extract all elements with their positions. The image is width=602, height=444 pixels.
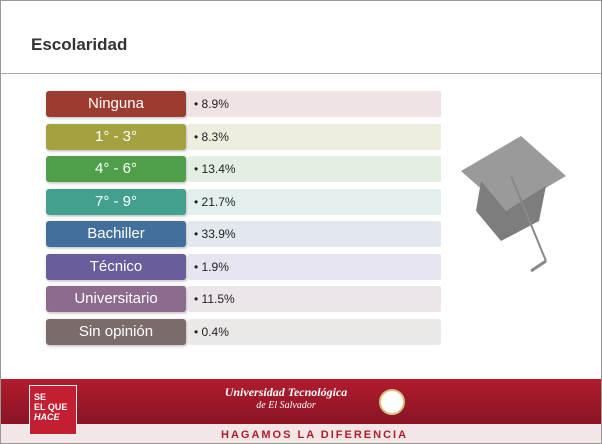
row: Universitario• 11.5% [46, 286, 441, 312]
footer: SE EL QUE HACE Universidad Tecnológica d… [1, 379, 601, 443]
seal [379, 389, 405, 415]
badge-line: HACE [34, 412, 72, 422]
row-label: Técnico [46, 254, 186, 280]
row: 1° - 3°• 8.3% [46, 124, 441, 150]
row: Ninguna• 8.9% [46, 91, 441, 117]
title: Escolaridad [31, 35, 127, 55]
badge-line: SE [34, 392, 72, 402]
title-rule [1, 73, 601, 74]
row-value: 13.4% [202, 162, 236, 176]
row-value: 1.9% [202, 260, 229, 274]
row-value: 8.3% [202, 130, 229, 144]
row-label: Ninguna [46, 91, 186, 117]
row-label: Sin opinión [46, 319, 186, 345]
bullet: • [194, 260, 202, 274]
row-value-box: • 1.9% [188, 254, 441, 280]
row-value: 0.4% [202, 325, 229, 339]
row-label: Bachiller [46, 221, 186, 247]
bullet: • [194, 195, 202, 209]
row-value: 11.5% [202, 292, 235, 306]
bullet: • [194, 130, 202, 144]
row-label: 4° - 6° [46, 156, 186, 182]
badge: SE EL QUE HACE [29, 385, 77, 435]
row-value-box: • 13.4% [188, 156, 441, 182]
row-value: 8.9% [202, 97, 229, 111]
slogan: HAGAMOS LA DIFERENCIA [221, 429, 408, 441]
row: Sin opinión• 0.4% [46, 319, 441, 345]
row: Técnico• 1.9% [46, 254, 441, 280]
row-value-box: • 11.5% [188, 286, 441, 312]
row-value: 33.9% [202, 227, 236, 241]
slide: Escolaridad Ninguna• 8.9%1° - 3°• 8.3%4°… [0, 0, 602, 444]
row-label: 1° - 3° [46, 124, 186, 150]
row-value-box: • 21.7% [188, 189, 441, 215]
university-subtitle: de El Salvador [201, 400, 371, 411]
bullet: • [194, 227, 202, 241]
row-value-box: • 33.9% [188, 221, 441, 247]
row-label: 7° - 9° [46, 189, 186, 215]
graduation-cap [451, 131, 571, 281]
university: Universidad Tecnológica [201, 385, 371, 400]
row-value: 21.7% [202, 195, 236, 209]
row: Bachiller• 33.9% [46, 221, 441, 247]
row-value-box: • 0.4% [188, 319, 441, 345]
badge-line: EL QUE [34, 402, 72, 412]
row-value-box: • 8.9% [188, 91, 441, 117]
row: 7° - 9°• 21.7% [46, 189, 441, 215]
bullet: • [194, 292, 202, 306]
row-label: Universitario [46, 286, 186, 312]
row-value-box: • 8.3% [188, 124, 441, 150]
row: 4° - 6°• 13.4% [46, 156, 441, 182]
bullet: • [194, 325, 202, 339]
bullet: • [194, 162, 202, 176]
bullet: • [194, 97, 202, 111]
